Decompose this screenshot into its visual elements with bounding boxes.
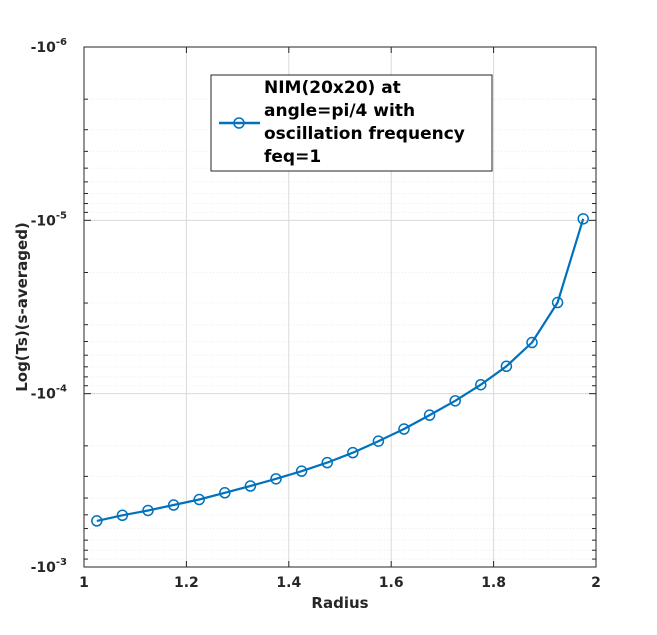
legend-marker-sample — [233, 117, 245, 129]
x-tick-label: 1.2 — [174, 575, 199, 591]
x-axis-label: Radius — [311, 594, 368, 612]
legend: NIM(20x20) at angle=pi/4 with oscillatio… — [210, 74, 493, 172]
plot-frame — [83, 46, 597, 568]
data-point — [116, 509, 129, 522]
legend-line-3: oscillation frequency — [264, 124, 465, 144]
data-point — [91, 515, 103, 527]
data-point — [142, 504, 154, 517]
data-point — [219, 487, 231, 499]
legend-line-1: NIM(20x20) at — [264, 78, 401, 98]
data-point — [372, 435, 385, 447]
legend-line-2: angle=pi/4 with — [264, 101, 415, 121]
x-tick-label: 1.6 — [379, 575, 404, 591]
data-point — [500, 360, 513, 373]
data-point — [347, 446, 359, 459]
y-tick-labels: -10-6-10-5-10-4-10-3 — [31, 37, 67, 576]
y-tick-label: -10-5 — [31, 210, 67, 229]
data-point — [398, 423, 410, 435]
x-tick-label: 1.8 — [481, 575, 506, 591]
y-tick-exponent: -6 — [56, 37, 67, 48]
y-tick-label: -10-6 — [31, 37, 67, 56]
y-axis-label: Log(Ts)(s-averaged) — [13, 222, 31, 392]
y-tick-label: -10-3 — [31, 557, 67, 576]
series-group — [91, 213, 589, 527]
tick-marks — [83, 46, 597, 568]
y-tick-label: -10-4 — [31, 384, 67, 403]
data-point — [526, 336, 538, 349]
data-point — [321, 456, 333, 469]
y-tick-exponent: -4 — [56, 384, 67, 395]
x-tick-label: 2 — [591, 575, 601, 591]
data-point — [270, 473, 282, 485]
y-tick-base: -10 — [31, 387, 57, 403]
y-tick-base: -10 — [31, 213, 57, 229]
data-point — [577, 213, 589, 225]
data-point — [475, 378, 487, 391]
y-tick-base: -10 — [31, 560, 57, 576]
data-point — [193, 493, 205, 506]
data-point — [244, 480, 257, 492]
data-point — [449, 395, 461, 407]
data-point — [423, 409, 436, 421]
y-tick-exponent: -5 — [56, 210, 67, 221]
x-tick-label: 1 — [79, 575, 89, 591]
x-tick-labels: 1 1.2 1.4 1.6 1.8 2 — [79, 575, 601, 591]
legend-line-4: feq=1 — [264, 147, 321, 167]
data-point — [167, 499, 180, 511]
y-tick-base: -10 — [31, 40, 57, 56]
data-point — [551, 296, 564, 309]
data-point — [295, 465, 308, 477]
x-tick-label: 1.4 — [276, 575, 301, 591]
y-tick-exponent: -3 — [56, 557, 67, 568]
